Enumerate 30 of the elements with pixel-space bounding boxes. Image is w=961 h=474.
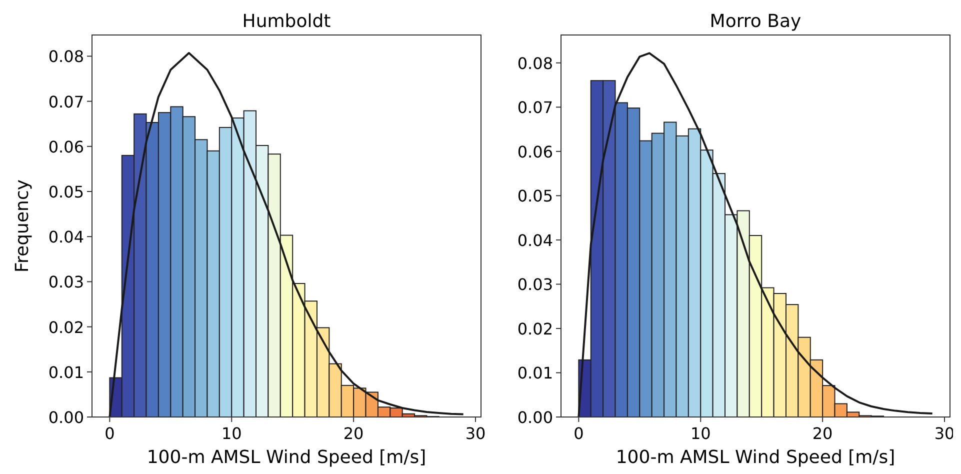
x-axis-title: 100-m AMSL Wind Speed [m/s] bbox=[146, 447, 426, 468]
y-tick-label: 0.02 bbox=[517, 319, 553, 338]
x-tick-label: 0 bbox=[104, 424, 115, 443]
y-tick-label: 0.03 bbox=[48, 272, 84, 292]
y-tick-label: 0.06 bbox=[517, 142, 553, 162]
y-tick-label: 0.00 bbox=[517, 408, 553, 427]
x-tick-label: 10 bbox=[221, 424, 242, 443]
x-tick-label: 20 bbox=[343, 424, 364, 443]
y-axis-title: Frequency bbox=[12, 179, 33, 272]
y-tick-label: 0.08 bbox=[517, 54, 553, 73]
y-tick-label: 0.04 bbox=[517, 230, 553, 250]
y-tick-label: 0.01 bbox=[517, 364, 553, 383]
y-tick-label: 0.05 bbox=[517, 186, 553, 206]
y-tick-label: 0.06 bbox=[48, 137, 84, 156]
y-tick-label: 0.03 bbox=[517, 275, 553, 294]
x-axis-title: 100-m AMSL Wind Speed [m/s] bbox=[616, 447, 896, 468]
y-tick-label: 0.05 bbox=[48, 182, 84, 202]
y-tick-label: 0.02 bbox=[48, 318, 84, 337]
x-tick-label: 20 bbox=[812, 424, 833, 443]
x-tick-label: 10 bbox=[690, 424, 711, 443]
x-tick-label: 0 bbox=[574, 424, 584, 443]
y-tick-label: 0.07 bbox=[48, 92, 84, 112]
y-tick-label: 0.04 bbox=[48, 228, 84, 247]
x-tick-label: 30 bbox=[465, 424, 486, 443]
y-tick-label: 0.01 bbox=[48, 362, 84, 382]
y-tick-label: 0.07 bbox=[517, 98, 553, 118]
chart-title: Humboldt bbox=[242, 11, 331, 32]
chart-title: Morro Bay bbox=[710, 11, 802, 32]
y-tick-label: 0.00 bbox=[48, 408, 84, 427]
y-tick-label: 0.08 bbox=[48, 47, 84, 66]
